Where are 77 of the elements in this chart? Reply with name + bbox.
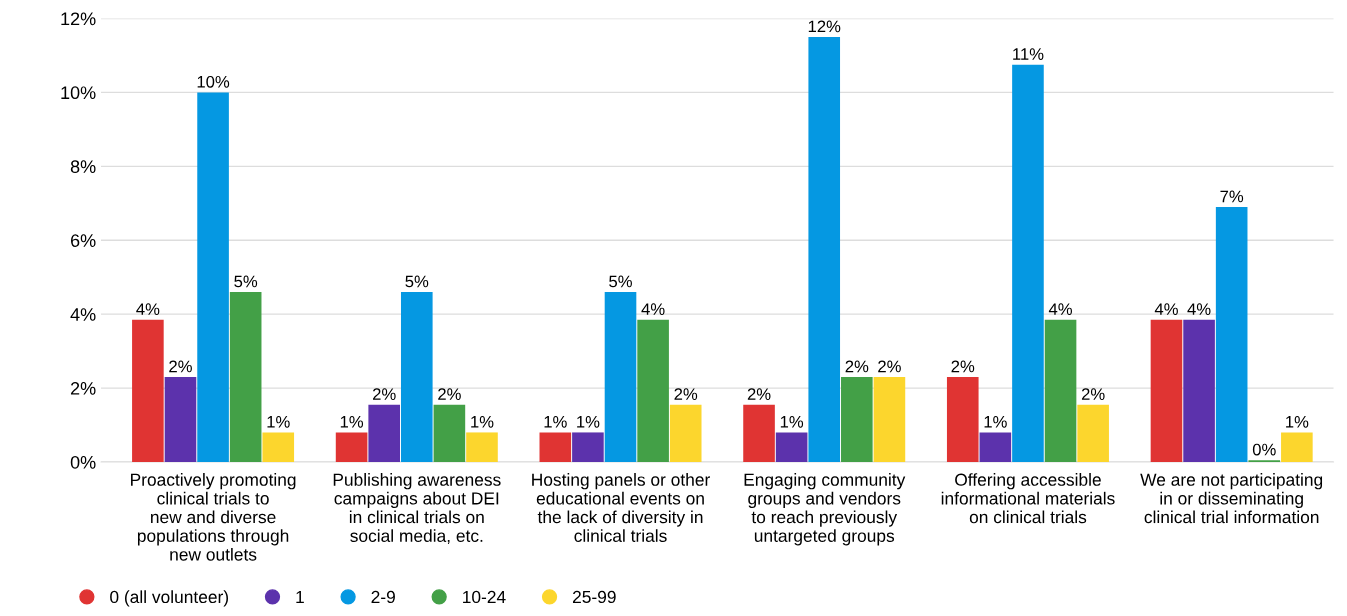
bar: [873, 376, 906, 462]
data-label: 7%: [1220, 190, 1244, 203]
bar: [841, 376, 873, 462]
data-label: 2%: [845, 360, 869, 373]
x-tick-label: Engaging community groups and vendors to reach previously untargeted groups: [744, 473, 906, 546]
bar: [164, 376, 197, 462]
bar: [335, 432, 368, 462]
data-label: 1%: [1286, 416, 1309, 428]
data-label: 2%: [951, 360, 975, 373]
data-label: 4%: [1187, 303, 1211, 315]
bar: [1044, 319, 1077, 462]
y-tick-label: 8%: [70, 160, 96, 174]
bar: [946, 376, 979, 462]
data-label: 0%: [1252, 443, 1276, 456]
bar: [400, 291, 433, 462]
y-tick-label: 0%: [70, 455, 96, 469]
y-tick-label: 4%: [70, 308, 96, 321]
x-tick-label: Proactively promoting clinical trials to new and diverse populations through new outlets: [131, 473, 296, 561]
y-tick-label: 2%: [70, 382, 96, 395]
data-label: 5%: [405, 275, 429, 288]
legend-label: 0 (all volunteer): [110, 590, 229, 607]
data-label: 1%: [267, 416, 290, 428]
bar: [368, 404, 400, 462]
data-label: 1%: [471, 416, 494, 428]
legend-label: 25-99: [572, 590, 616, 604]
data-label: 5%: [234, 275, 258, 288]
bar: [1281, 432, 1313, 462]
bar: [262, 432, 295, 462]
bar: [466, 432, 498, 462]
data-label: 1%: [340, 416, 364, 428]
bar: [1077, 404, 1109, 462]
bar: [1150, 319, 1183, 462]
data-label: 1%: [544, 416, 567, 428]
data-label: 2%: [878, 360, 901, 373]
bar: [433, 404, 466, 462]
data-label: 1%: [780, 416, 804, 428]
data-label: 1%: [984, 416, 1007, 428]
bar: [132, 319, 164, 462]
bar: [539, 432, 572, 462]
x-tick-label: Offering accessible informational materials on clinical trials: [941, 473, 1115, 524]
bar: [669, 404, 702, 462]
data-label: 4%: [641, 303, 665, 315]
data-label: 4%: [1048, 303, 1072, 315]
y-tick-label: 6%: [70, 234, 96, 247]
bar: [979, 432, 1012, 462]
data-label: 11%: [1013, 48, 1044, 60]
bar: [1012, 64, 1044, 462]
data-label: 1%: [577, 416, 600, 428]
data-label: 2%: [372, 388, 396, 400]
data-label: 2%: [438, 388, 461, 400]
data-label: 4%: [136, 303, 160, 315]
data-label: 12%: [808, 20, 841, 33]
legend-label: 2-9: [371, 590, 395, 604]
bar: [1215, 206, 1248, 462]
y-tick-label: 12%: [61, 12, 96, 26]
data-label: 2%: [169, 360, 192, 373]
data-label: 2%: [674, 388, 698, 400]
data-label: 4%: [1154, 303, 1178, 315]
bar: [808, 36, 841, 462]
bar: [637, 319, 669, 462]
x-tick-label: Hosting panels or other educational events on the lack of diversity in clinical trials: [532, 473, 710, 542]
bar: [743, 404, 775, 462]
bar: [1183, 319, 1215, 462]
bar: [775, 432, 808, 462]
x-tick-label: Publishing awareness campaigns about DEI in clinical trials on social media, etc.: [333, 473, 501, 545]
x-tick-label: We are not participating in or disseminating clinical trial information: [1140, 473, 1323, 524]
bar: [229, 291, 262, 462]
bar: [197, 92, 229, 462]
bar: [604, 291, 637, 462]
y-tick-label: 10%: [61, 86, 96, 100]
data-label: 2%: [1081, 388, 1105, 400]
data-label: 2%: [747, 388, 771, 400]
data-label: 10%: [197, 75, 230, 88]
data-label: 5%: [609, 275, 632, 288]
legend-label: 10-24: [463, 590, 506, 604]
bar: [572, 432, 604, 462]
legend-label: 1: [296, 590, 304, 603]
